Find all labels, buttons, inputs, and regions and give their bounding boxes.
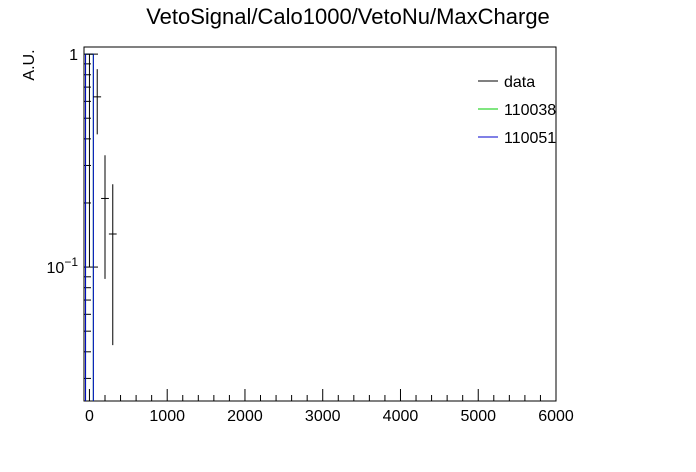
y-axis-label: A.U. xyxy=(21,49,38,80)
x-tick-label: 4000 xyxy=(383,408,419,425)
chart-title: VetoSignal/Calo1000/VetoNu/MaxCharge xyxy=(146,4,550,29)
x-tick-label: 0 xyxy=(85,408,94,425)
y-axis: 10−1 1 xyxy=(47,47,98,379)
data-point xyxy=(101,155,109,279)
data-point xyxy=(108,184,117,346)
x-axis: 0 1000 2000 3000 4000 5000 6000 xyxy=(85,389,574,425)
x-tick-label: 3000 xyxy=(305,408,341,425)
plot-frame xyxy=(83,46,557,402)
x-tick-label: 1000 xyxy=(149,408,185,425)
y-tick-label: 10−1 xyxy=(47,255,79,277)
legend-entry: 110038 xyxy=(504,102,556,119)
legend-entry: 110051 xyxy=(504,130,556,147)
legend-entry: data xyxy=(504,74,535,91)
data-point xyxy=(93,69,102,135)
x-tick-label: 5000 xyxy=(460,408,496,425)
legend: data 110038 110051 xyxy=(478,74,556,147)
data-point xyxy=(85,53,94,268)
x-tick-label: 6000 xyxy=(538,408,574,425)
y-tick-label: 1 xyxy=(69,47,78,64)
x-tick-label: 2000 xyxy=(227,408,263,425)
plot-series xyxy=(85,53,117,401)
